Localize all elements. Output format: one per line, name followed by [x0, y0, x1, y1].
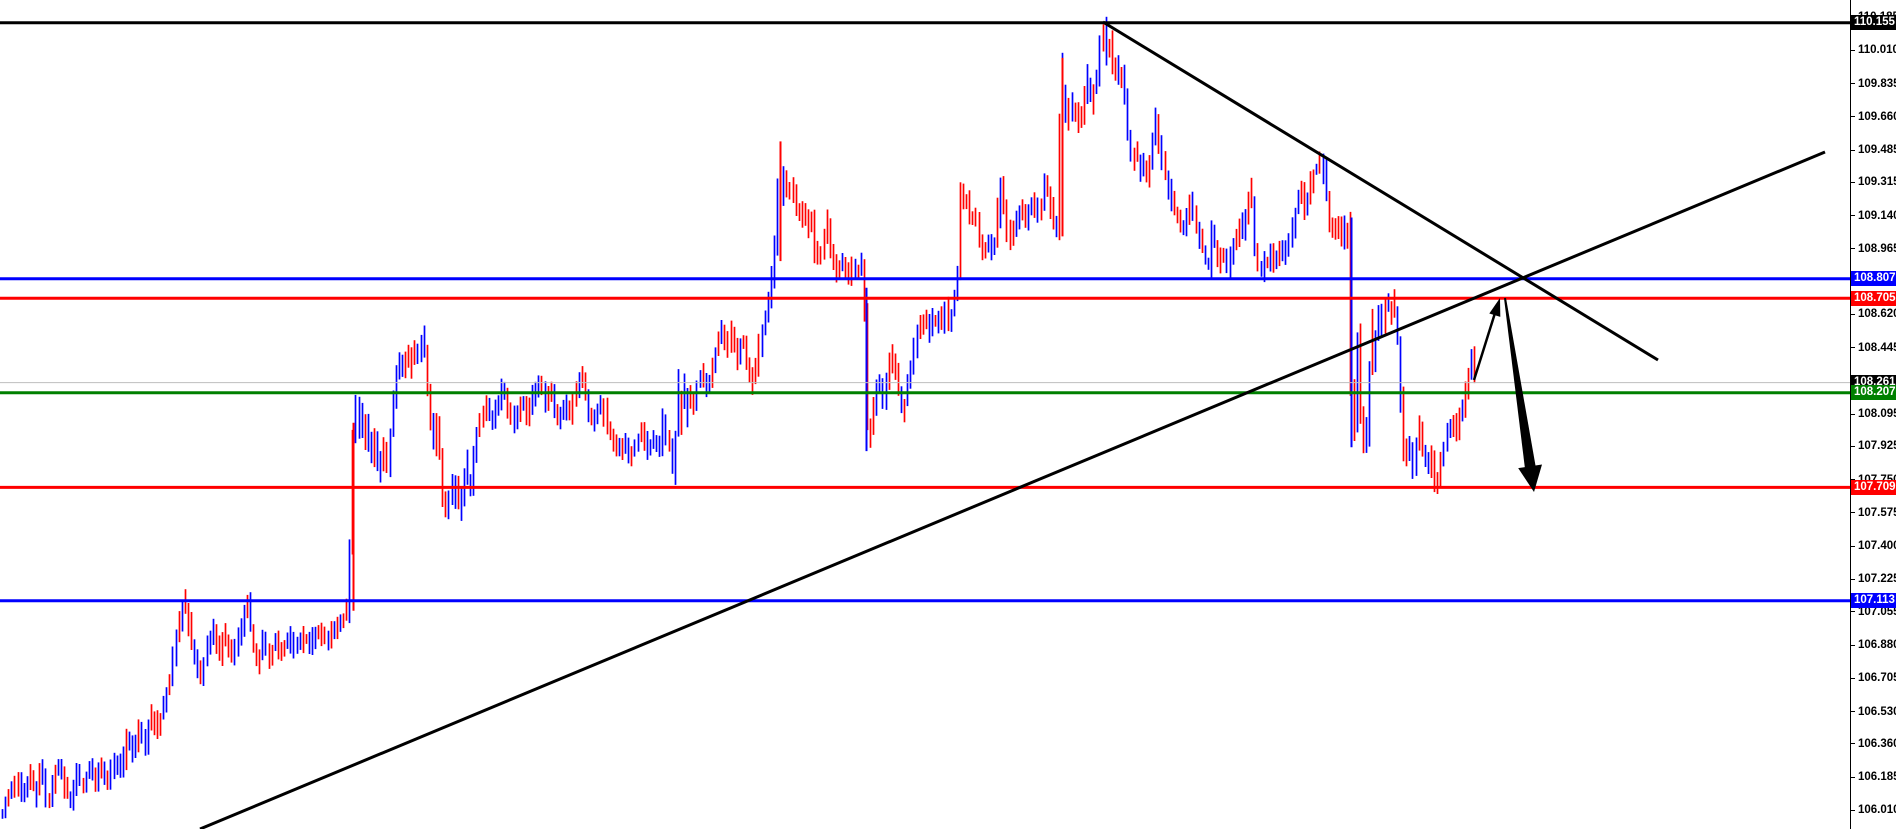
axis-tick — [1850, 611, 1855, 613]
axis-tick-label: 108.620 — [1858, 308, 1896, 321]
price-badge-107.709: 107.709 — [1851, 479, 1896, 495]
price-badge-108.807: 108.807 — [1851, 271, 1896, 287]
ascending-trendline[interactable] — [199, 150, 1826, 829]
projection-down-arrow-shaft[interactable] — [1504, 297, 1536, 469]
axis-tick — [1850, 347, 1855, 349]
axis-tick-label: 109.660 — [1858, 110, 1896, 123]
axis-tick — [1850, 711, 1855, 712]
price-badge-108.207: 108.207 — [1851, 385, 1896, 401]
horizontal-levels — [0, 21, 1850, 603]
axis-tick-label: 109.485 — [1858, 144, 1896, 156]
axis-tick — [1850, 83, 1855, 84]
axis-tick-label: 106.880 — [1858, 639, 1896, 651]
axis-tick-label: 106.185 — [1858, 771, 1896, 783]
projection-up-arrow-shaft[interactable] — [1472, 312, 1497, 381]
axis-tick — [1850, 644, 1855, 646]
axis-tick-label: 107.400 — [1858, 540, 1896, 553]
descending-trendline[interactable] — [1102, 20, 1659, 362]
axis-tick — [1850, 809, 1855, 811]
axis-tick-label: 109.140 — [1858, 209, 1896, 222]
axis-tick — [1850, 512, 1855, 514]
axis-tick-label: 106.530 — [1858, 705, 1896, 718]
axis-tick — [1850, 413, 1855, 415]
axis-tick — [1850, 479, 1855, 481]
axis-tick — [1850, 313, 1855, 315]
axis-tick — [1850, 776, 1855, 778]
axis-tick-label: 107.925 — [1858, 440, 1896, 453]
axis-tick — [1850, 181, 1855, 183]
axis-tick-label: 107.055 — [1858, 605, 1896, 618]
projection-up-arrow-head[interactable] — [1489, 298, 1501, 317]
price-badge-110.155: 110.155 — [1851, 15, 1896, 31]
annotation-arrows — [1472, 297, 1542, 493]
trendlines — [199, 20, 1826, 829]
axis-tick-label: 110.010 — [1858, 44, 1896, 57]
axis-tick — [1850, 49, 1855, 51]
axis-tick-label: 108.095 — [1858, 408, 1896, 421]
axis-tick-label: 109.835 — [1858, 77, 1896, 90]
axis-tick-label: 107.575 — [1858, 506, 1896, 519]
axis-tick — [1850, 116, 1855, 118]
axis-tick-label: 109.315 — [1858, 176, 1896, 189]
axis-tick — [1850, 743, 1855, 745]
axis-tick-label: 106.010 — [1858, 804, 1896, 817]
axis-tick-label: 107.225 — [1858, 573, 1896, 586]
projection-down-arrow-head[interactable] — [1518, 464, 1542, 493]
axis-tick-label: 108.445 — [1858, 341, 1896, 354]
price-badge-108.705: 108.705 — [1851, 290, 1896, 306]
axis-tick-label: 106.360 — [1858, 737, 1896, 750]
candle-bars — [1, 16, 1476, 819]
axis-tick — [1850, 578, 1855, 580]
axis-tick — [1850, 149, 1855, 151]
axis-tick-label: 106.705 — [1858, 672, 1896, 685]
axis-tick — [1850, 215, 1855, 217]
axis-tick — [1850, 445, 1855, 447]
axis-tick — [1850, 677, 1855, 679]
axis-tick-label: 108.965 — [1858, 242, 1896, 255]
axis-tick — [1850, 248, 1855, 250]
axis-tick — [1850, 545, 1855, 547]
price-badge-107.113: 107.113 — [1851, 593, 1896, 609]
